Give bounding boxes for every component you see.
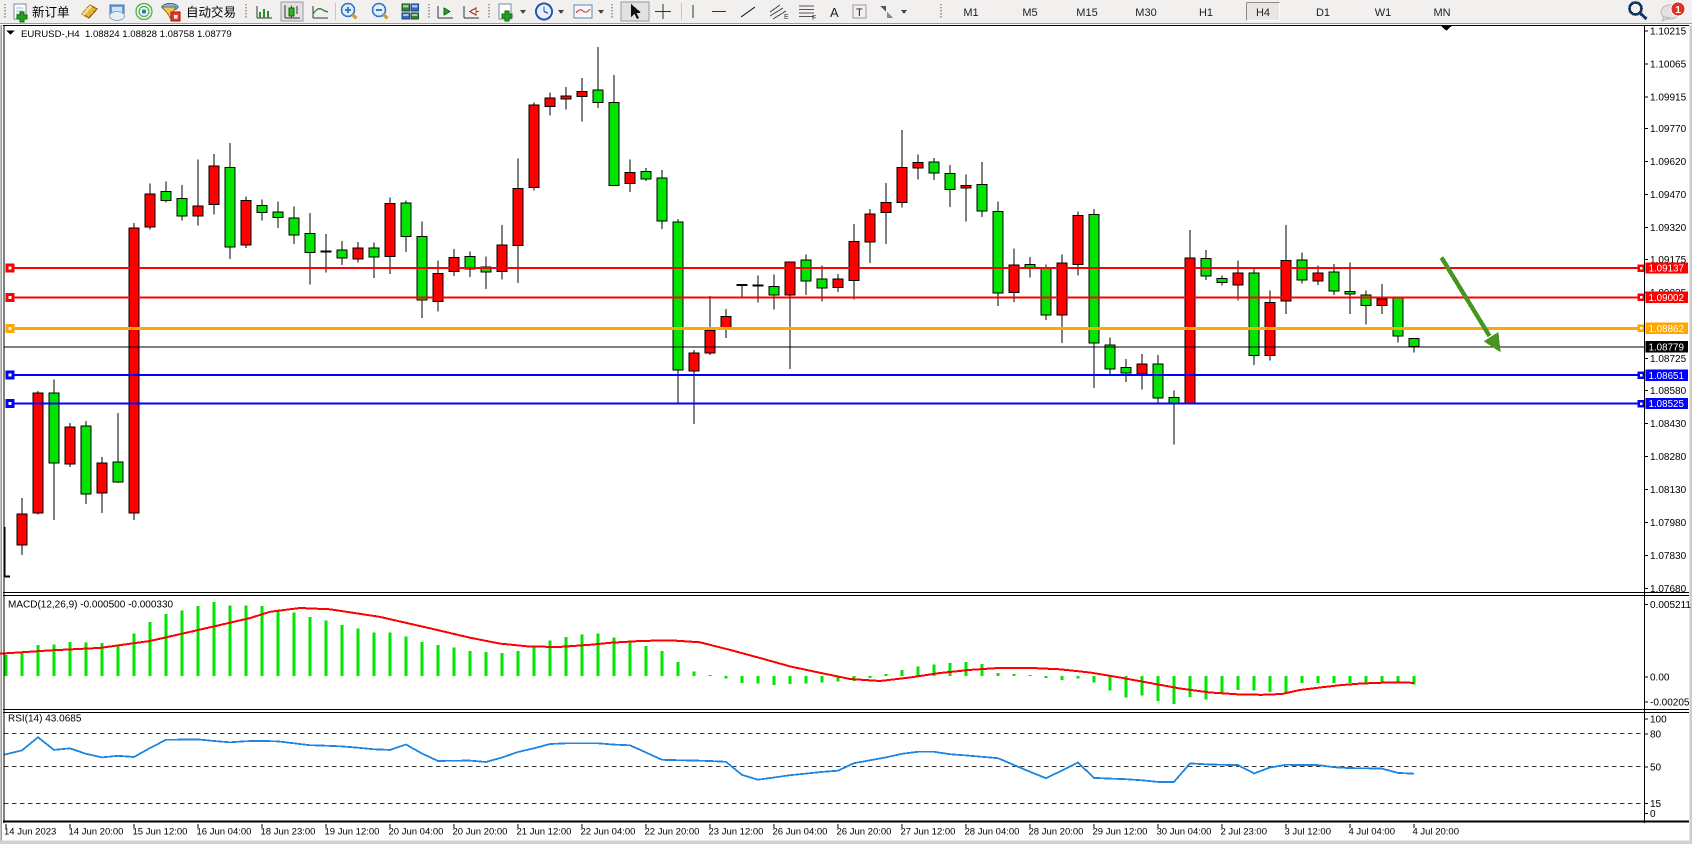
svg-text:1.09620: 1.09620 [1650,157,1687,168]
svg-text:EURUSD-,H4 1.08824 1.08828 1.: EURUSD-,H4 1.08824 1.08828 1.08758 1.087… [21,29,232,40]
svg-text:M1: M1 [963,7,978,19]
svg-text:M5: M5 [1022,7,1037,19]
svg-text:4 Jul 20:00: 4 Jul 20:00 [1413,827,1459,838]
svg-text:1.07830: 1.07830 [1650,551,1687,562]
svg-text:1.10065: 1.10065 [1650,59,1687,70]
svg-text:26 Jun 20:00: 26 Jun 20:00 [837,827,892,838]
svg-text:1.09002: 1.09002 [1649,293,1684,304]
svg-text:MN: MN [1433,7,1450,19]
svg-text:D1: D1 [1316,7,1330,19]
svg-text:MACD(12,26,9) -0.000500 -0.000: MACD(12,26,9) -0.000500 -0.000330 [8,600,174,611]
svg-text:27 Jun 12:00: 27 Jun 12:00 [901,827,956,838]
svg-text:1.08580: 1.08580 [1650,386,1687,397]
svg-text:H4: H4 [1256,7,1270,19]
svg-text:30 Jun 04:00: 30 Jun 04:00 [1157,827,1212,838]
svg-text:M30: M30 [1135,7,1156,19]
svg-text:23 Jun 12:00: 23 Jun 12:00 [709,827,764,838]
svg-text:M15: M15 [1076,7,1097,19]
svg-text:15 Jun 12:00: 15 Jun 12:00 [133,827,188,838]
svg-text:1.08130: 1.08130 [1650,485,1687,496]
svg-text:28 Jun 04:00: 28 Jun 04:00 [965,827,1020,838]
svg-text:1.08525: 1.08525 [1649,399,1685,410]
svg-text:1.09137: 1.09137 [1649,264,1684,275]
svg-text:0: 0 [1650,809,1656,820]
svg-text:T: T [856,7,863,19]
svg-text:1.08280: 1.08280 [1650,452,1687,463]
svg-text:14 Jun 20:00: 14 Jun 20:00 [69,827,124,838]
svg-text:18 Jun 23:00: 18 Jun 23:00 [261,827,316,838]
svg-text:0.005211: 0.005211 [1650,600,1691,611]
svg-text:新订单: 新订单 [32,5,70,20]
svg-text:1.08651: 1.08651 [1649,371,1684,382]
svg-text:19 Jun 12:00: 19 Jun 12:00 [325,827,380,838]
svg-text:1.09470: 1.09470 [1650,190,1687,201]
svg-text:22 Jun 04:00: 22 Jun 04:00 [581,827,636,838]
svg-text:14 Jun 2023: 14 Jun 2023 [4,827,56,838]
svg-text:50: 50 [1650,763,1662,774]
svg-text:2 Jul 23:00: 2 Jul 23:00 [1221,827,1267,838]
svg-text:1.08430: 1.08430 [1650,419,1687,430]
svg-text:29 Jun 12:00: 29 Jun 12:00 [1093,827,1148,838]
svg-text:1.07680: 1.07680 [1650,584,1687,595]
svg-text:自动交易: 自动交易 [186,5,236,20]
svg-text:1.08779: 1.08779 [1649,342,1684,353]
svg-text:0.00: 0.00 [1650,673,1670,684]
svg-text:W1: W1 [1375,7,1392,19]
svg-text:E: E [784,14,789,21]
svg-text:F: F [812,15,816,22]
svg-text:20 Jun 04:00: 20 Jun 04:00 [389,827,444,838]
svg-text:RSI(14) 43.0685: RSI(14) 43.0685 [8,714,82,725]
svg-text:16 Jun 04:00: 16 Jun 04:00 [197,827,252,838]
svg-text:100: 100 [1650,715,1667,726]
svg-text:28 Jun 20:00: 28 Jun 20:00 [1029,827,1084,838]
svg-text:1: 1 [1675,4,1681,16]
svg-text:A: A [830,5,839,20]
svg-text:4 Jul 04:00: 4 Jul 04:00 [1349,827,1395,838]
svg-text:1.09320: 1.09320 [1650,223,1687,234]
svg-text:1.10215: 1.10215 [1650,26,1687,37]
svg-text:22 Jun 20:00: 22 Jun 20:00 [645,827,700,838]
svg-text:26 Jun 04:00: 26 Jun 04:00 [773,827,828,838]
svg-text:3 Jul 12:00: 3 Jul 12:00 [1285,827,1331,838]
svg-text:1.07980: 1.07980 [1650,518,1687,529]
svg-text:21 Jun 12:00: 21 Jun 12:00 [517,827,572,838]
svg-text:20 Jun 20:00: 20 Jun 20:00 [453,827,508,838]
svg-text:1.08725: 1.08725 [1650,354,1687,365]
svg-text:-0.00205: -0.00205 [1650,698,1690,709]
svg-text:1.09770: 1.09770 [1650,124,1687,135]
svg-text:80: 80 [1650,729,1662,740]
svg-text:H1: H1 [1199,7,1213,19]
svg-text:1.08862: 1.08862 [1649,324,1684,335]
svg-text:1.09915: 1.09915 [1650,92,1687,103]
